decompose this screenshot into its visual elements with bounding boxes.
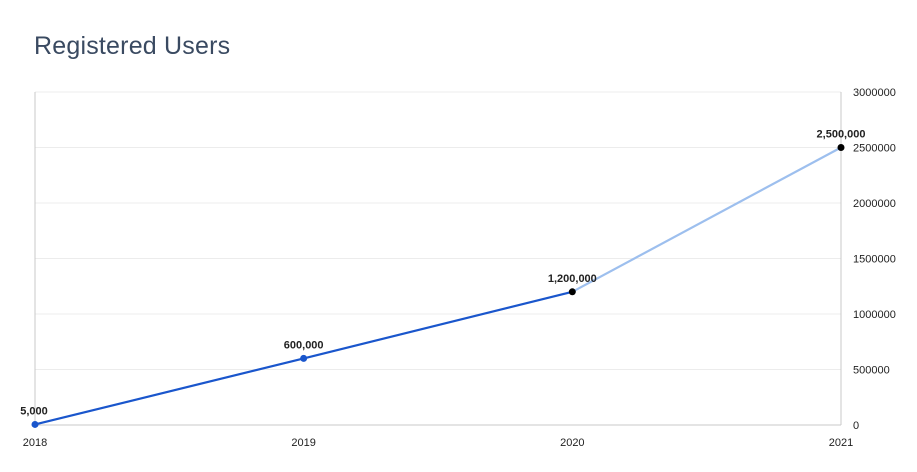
data-point	[31, 420, 39, 428]
y-tick-label: 2500000	[853, 143, 896, 155]
data-label: 600,000	[284, 339, 324, 351]
data-label: 2,500,000	[817, 129, 866, 141]
data-point	[568, 288, 576, 296]
y-tick-label: 1000000	[853, 309, 896, 321]
y-tick-label: 1500000	[853, 254, 896, 266]
data-point	[300, 354, 308, 362]
y-tick-label: 500000	[853, 365, 890, 377]
x-tick-label: 2018	[23, 437, 47, 449]
x-tick-label: 2021	[829, 437, 853, 449]
data-point	[837, 144, 845, 151]
series-line-projected	[571, 146, 842, 293]
y-tick-label: 0	[853, 420, 859, 432]
series-lines	[34, 146, 842, 426]
data-points	[31, 144, 845, 428]
y-tick-label: 3000000	[853, 87, 896, 99]
x-tick-label: 2019	[291, 437, 315, 449]
data-labels: 5,000 600,000 1,200,000 2,500,000	[20, 129, 865, 418]
y-axis-tick-labels: 0 500000 1000000 1500000 2000000 2500000 30000…	[853, 87, 896, 432]
data-label: 5,000	[20, 405, 48, 417]
x-axis-tick-labels: 2018 2019 2020 2021	[23, 437, 853, 449]
y-tick-label: 2000000	[853, 198, 896, 210]
x-tick-label: 2020	[560, 437, 584, 449]
data-label: 1,200,000	[548, 273, 597, 285]
grid-lines	[35, 91, 841, 370]
chart-title: Registered Users	[34, 32, 231, 60]
